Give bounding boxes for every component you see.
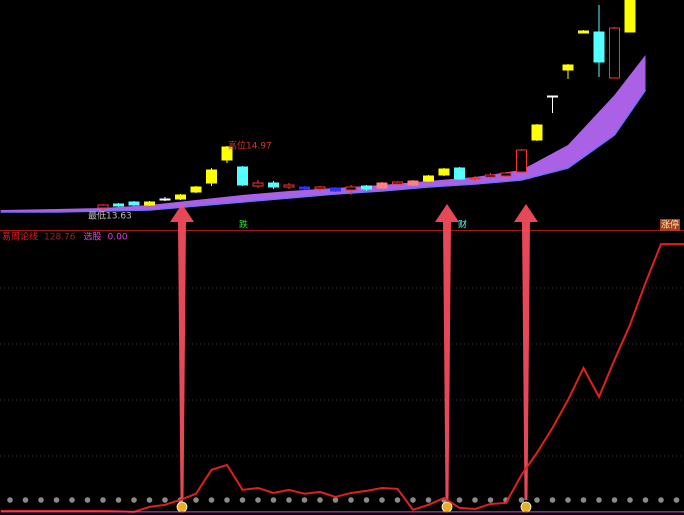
dot-marker <box>239 497 246 503</box>
candle-body <box>361 185 372 190</box>
candle-body <box>252 182 264 187</box>
candle-body <box>531 124 543 141</box>
candle-body <box>376 182 388 189</box>
candle-body <box>206 169 217 184</box>
dot-marker <box>658 497 664 503</box>
dot-marker <box>596 497 602 503</box>
candle-body <box>562 64 574 71</box>
low-annotation: 最低13.63 <box>88 210 132 222</box>
dot-marker <box>84 497 91 503</box>
candle-body <box>314 186 326 190</box>
candle-body <box>609 27 620 79</box>
candle-body <box>469 177 481 180</box>
candle-body <box>423 175 434 182</box>
candle-body <box>268 182 279 188</box>
dot-marker <box>348 497 354 503</box>
signal-label: 涨停 <box>661 219 679 231</box>
dot-marker <box>363 497 370 503</box>
dot-marker <box>208 497 215 503</box>
dot-marker <box>534 497 540 503</box>
indicator-line <box>0 243 684 513</box>
dot-marker <box>518 497 525 503</box>
candle-body <box>345 186 357 191</box>
signal-badge <box>441 501 453 513</box>
dot-marker <box>472 497 478 503</box>
signal-label: 跌 <box>239 220 248 231</box>
dot-marker <box>270 497 277 503</box>
candle-body <box>485 174 496 178</box>
candle-body <box>190 186 202 193</box>
candle-body <box>407 180 419 186</box>
dot-marker <box>7 497 13 503</box>
signal-arrow <box>170 204 194 500</box>
dot-marker <box>301 497 308 503</box>
candle-body <box>516 149 527 173</box>
dot-marker <box>69 497 75 503</box>
decorations <box>0 230 684 457</box>
candle-body <box>283 184 295 188</box>
candle-body <box>237 166 248 186</box>
candle-body <box>330 187 341 192</box>
candle-body <box>113 203 124 207</box>
dot-marker <box>549 497 556 503</box>
dot-marker <box>146 497 153 503</box>
candle-body <box>593 31 605 63</box>
dot-marker <box>224 497 230 503</box>
dot-marker <box>642 497 649 503</box>
candle-body <box>144 201 155 206</box>
dot-marker <box>487 497 494 503</box>
signal-label: 财 <box>458 219 467 231</box>
dot-marker <box>580 497 587 503</box>
legend-value-marker <box>682 243 684 245</box>
dot-marker <box>673 497 680 503</box>
dot-marker <box>379 497 385 503</box>
dot-marker <box>332 497 339 503</box>
dot-marker <box>100 497 106 503</box>
dot-marker <box>565 497 571 503</box>
dot-marker <box>456 497 463 503</box>
candle-body <box>547 95 558 98</box>
dot-marker <box>317 497 323 503</box>
dot-marker <box>131 497 137 503</box>
dot-marker <box>627 497 633 503</box>
band-lower-edge <box>0 89 647 213</box>
high-annotation: 高位14.97 <box>228 140 272 152</box>
dot-marker <box>410 497 416 503</box>
signal-badge <box>520 501 532 513</box>
legend-value-marker <box>682 511 684 513</box>
dot-marker <box>22 497 29 503</box>
candle-body <box>221 146 233 161</box>
dot-marker <box>193 497 199 503</box>
candle-body <box>578 30 589 34</box>
candle-body <box>128 201 140 206</box>
signal-badge <box>176 501 188 513</box>
dot-marker <box>425 497 432 503</box>
legend-value: 0.00 <box>108 233 128 243</box>
candle-body <box>624 0 636 33</box>
legend-name: 易周论线 <box>2 231 38 243</box>
dot-marker <box>115 497 122 503</box>
candle-body <box>438 168 450 176</box>
legend-name: 选股 <box>84 231 102 243</box>
dot-marker <box>394 497 401 503</box>
dot-marker <box>38 497 44 503</box>
dot-marker <box>255 497 261 503</box>
candle-body <box>159 198 171 201</box>
signal-badge <box>660 219 680 231</box>
candle-body <box>175 194 186 200</box>
signal-arrow <box>435 204 459 500</box>
candle-body <box>299 186 310 190</box>
dot-marker <box>53 497 60 503</box>
candle-body <box>500 172 512 177</box>
dot-marker <box>611 497 618 503</box>
candle-body <box>392 181 403 185</box>
legend-value: 128.76 <box>44 233 76 243</box>
candle-body <box>454 167 465 180</box>
signal-arrow <box>514 204 538 500</box>
dot-marker <box>286 497 292 503</box>
dot-marker <box>162 497 168 503</box>
candle-body <box>97 204 109 209</box>
